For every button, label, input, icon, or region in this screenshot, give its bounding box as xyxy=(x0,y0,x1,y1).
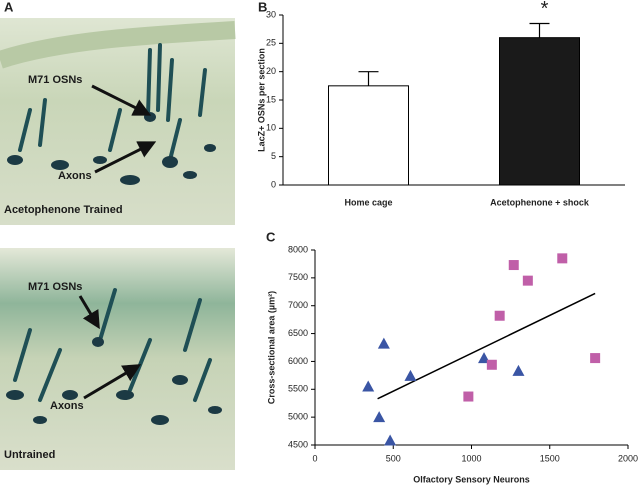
panel-label: B xyxy=(258,0,267,14)
bar xyxy=(328,85,409,186)
x-tick-label: 500 xyxy=(386,453,401,463)
point xyxy=(512,364,525,376)
y-tick-label: 30 xyxy=(266,9,276,19)
point xyxy=(463,391,474,402)
annotation: Axons xyxy=(58,170,92,182)
point xyxy=(557,253,568,264)
y-tick-label: 5000 xyxy=(288,412,308,422)
y-axis-label: LacZ+ OSNs per section xyxy=(256,48,266,152)
y-tick-label: 5 xyxy=(271,151,276,161)
panel-label: C xyxy=(266,229,276,244)
trend-line xyxy=(377,292,596,400)
annotation: M71 OSNs xyxy=(28,74,82,86)
point xyxy=(362,380,375,392)
y-tick-label: 7500 xyxy=(288,272,308,282)
y-tick-label: 0 xyxy=(271,179,276,189)
x-tick-label: 0 xyxy=(312,453,317,463)
micrograph xyxy=(0,18,236,470)
caption: Untrained xyxy=(4,449,55,461)
y-tick-label: 8000 xyxy=(288,244,308,254)
y-tick-label: 7000 xyxy=(288,300,308,310)
point xyxy=(590,353,601,364)
point xyxy=(508,260,519,271)
y-tick-label: 10 xyxy=(266,123,276,133)
x-tick-label: Home cage xyxy=(344,197,392,207)
x-tick-label: Acetophenone + shock xyxy=(490,197,590,207)
x-tick-label: 1000 xyxy=(461,453,481,463)
point xyxy=(522,275,533,286)
y-axis-label: Cross-sectional area (µm²) xyxy=(266,291,276,404)
point xyxy=(373,411,386,423)
y-tick-label: 5500 xyxy=(288,384,308,394)
annotation: M71 OSNs xyxy=(28,281,82,293)
x-tick-label: 1500 xyxy=(540,453,560,463)
point xyxy=(377,337,390,349)
point xyxy=(384,434,397,446)
annotation: * xyxy=(541,0,549,20)
y-tick-label: 20 xyxy=(266,66,276,76)
point xyxy=(404,369,417,381)
caption: Acetophenone Trained xyxy=(4,204,123,216)
y-tick-label: 6500 xyxy=(288,328,308,338)
point xyxy=(494,310,505,321)
y-tick-label: 6000 xyxy=(288,356,308,366)
annotation: Axons xyxy=(50,400,84,412)
point xyxy=(486,359,497,370)
y-tick-label: 4500 xyxy=(288,439,308,449)
y-tick-label: 25 xyxy=(266,38,276,48)
x-axis-label: Olfactory Sensory Neurons xyxy=(413,474,530,484)
panel-label: A xyxy=(4,0,14,14)
bar xyxy=(499,37,580,186)
x-tick-label: 2000 xyxy=(618,453,638,463)
y-tick-label: 15 xyxy=(266,94,276,104)
